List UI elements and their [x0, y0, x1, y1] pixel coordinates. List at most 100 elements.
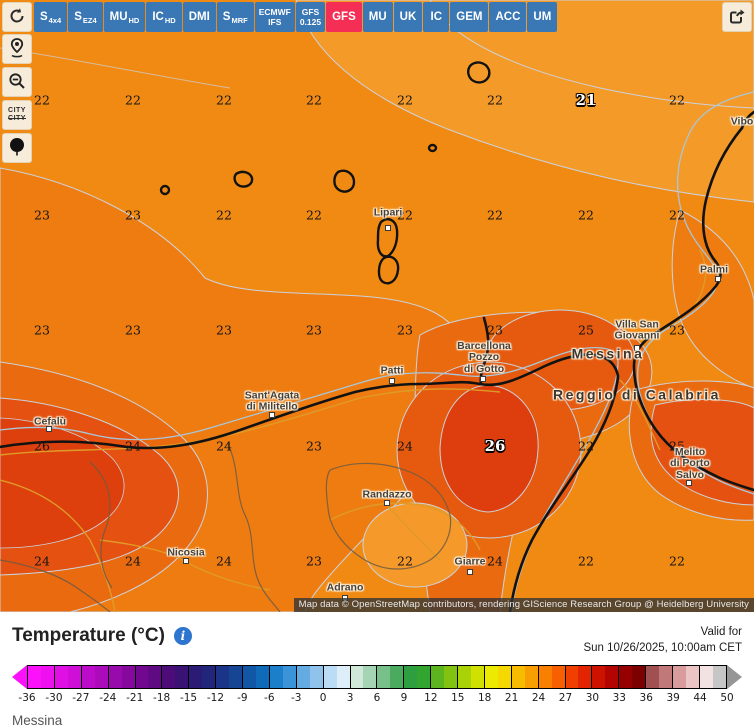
color-scale-cell	[363, 666, 377, 689]
scale-tick-label: 36	[639, 692, 653, 705]
city-marker	[389, 378, 395, 384]
temp-value: 23	[306, 553, 322, 569]
footer-location: Messina	[12, 713, 63, 728]
scale-tick-label: 33	[612, 692, 626, 705]
scale-tick-label: 50	[720, 692, 734, 705]
color-scale-cell	[28, 666, 41, 689]
refresh-icon	[8, 7, 26, 28]
city-labels-icon: CITY CITY	[8, 106, 26, 122]
color-scale-cell	[605, 666, 619, 689]
scale-tick-label: 18	[478, 692, 492, 705]
model-button-gem[interactable]: GEM	[450, 2, 489, 32]
map-basemap	[0, 0, 754, 612]
color-scale-cell	[510, 666, 525, 689]
temp-value: 22	[397, 207, 413, 223]
valid-time-block: Valid for Sun 10/26/2025, 10:00am CET	[583, 625, 742, 656]
city-label: Palmi	[699, 263, 729, 276]
model-button-ic[interactable]: IC	[423, 2, 450, 32]
scale-tick-label: 12	[424, 692, 438, 705]
coastlines	[0, 91, 754, 612]
valid-for-label: Valid for	[700, 626, 742, 638]
model-button-acc[interactable]: ACC	[489, 2, 527, 32]
zoom-out-button[interactable]	[2, 67, 32, 97]
model-button-um[interactable]: UM	[527, 2, 558, 32]
color-scale-cell	[349, 666, 364, 689]
city-marker	[686, 480, 692, 486]
city-marker	[269, 412, 275, 418]
marker-button[interactable]	[2, 133, 32, 163]
share-button[interactable]	[722, 2, 752, 32]
temp-value: 22	[306, 92, 322, 108]
model-button-gfs[interactable]: GFS	[326, 2, 362, 32]
scale-tick-label: 21	[504, 692, 519, 705]
temp-value: 23	[125, 207, 141, 223]
color-scale-cell	[215, 666, 230, 689]
color-scale-cell	[430, 666, 445, 689]
color-scale-cell	[121, 666, 135, 689]
color-scale-cell	[470, 666, 484, 689]
model-button-muhd[interactable]: MU HD	[103, 2, 146, 32]
color-scale-cell	[336, 666, 350, 689]
scale-tick-label: -3	[290, 692, 302, 705]
scale-arrow-right	[727, 665, 742, 690]
share-icon	[728, 7, 746, 28]
model-button-s4x4[interactable]: S 4x4	[34, 2, 68, 32]
city-label: Messina	[571, 345, 645, 362]
temp-value: 25	[578, 322, 594, 338]
locate-button[interactable]	[2, 34, 32, 64]
scale-tick-label: 24	[531, 692, 546, 705]
model-button-sez4[interactable]: S EZ4	[68, 2, 103, 32]
legend-header: Temperature (°C) i Valid for Sun 10/26/2…	[12, 625, 742, 656]
city-label: Cefalù	[33, 415, 67, 428]
info-button[interactable]: i	[173, 627, 192, 645]
model-button-gfs-0125[interactable]: GFS 0.125	[295, 2, 326, 32]
city-marker	[385, 225, 391, 231]
color-scale-cell	[537, 666, 552, 689]
color-scale-cell	[148, 666, 162, 689]
color-scale-cell	[497, 666, 511, 689]
color-scale-cell	[712, 666, 726, 689]
temp-value: 21	[575, 91, 597, 109]
color-scale-cell	[524, 666, 538, 689]
color-scale-cell	[417, 666, 431, 689]
model-button-smrf[interactable]: S MRF	[216, 2, 254, 32]
city-label: Patti	[380, 364, 404, 377]
model-button-dmi[interactable]: DMI	[182, 2, 216, 32]
color-scale-cell	[457, 666, 471, 689]
temp-value: 22	[578, 207, 594, 223]
temp-value: 22	[578, 438, 594, 454]
location-pin-icon	[8, 37, 26, 61]
color-scale-cell	[161, 666, 176, 689]
city-label: Reggio di Calabria	[553, 386, 721, 403]
model-button-mu[interactable]: MU	[362, 2, 393, 32]
aeolian-islands	[159, 61, 491, 285]
scale-tick-label: 44	[693, 692, 707, 705]
color-scale-cell	[255, 666, 269, 689]
model-button-uk[interactable]: UK	[393, 2, 423, 32]
color-scale-cell	[376, 666, 391, 689]
scale-tick-label: -15	[179, 692, 198, 705]
model-button-ecmwf-ifs[interactable]: ECMWF IFS	[254, 2, 295, 32]
city-labels-toggle-button[interactable]: CITY CITY	[2, 100, 32, 130]
refresh-button[interactable]	[2, 2, 32, 32]
color-scale	[12, 665, 742, 690]
color-scale-cells	[27, 665, 727, 690]
balloon-marker-icon	[8, 137, 26, 160]
city-label: Vibo	[730, 115, 754, 128]
color-scale-cell	[551, 666, 565, 689]
color-scale-cell	[403, 666, 418, 689]
scale-tick-label: 15	[451, 692, 465, 705]
color-scale-cell	[229, 666, 242, 689]
temp-value: 22	[216, 207, 232, 223]
temp-value: 23	[487, 322, 503, 338]
temp-value: 22	[669, 207, 685, 223]
city-label: Adrano	[326, 581, 364, 594]
temp-value: 23	[216, 322, 232, 338]
temp-value: 24	[487, 553, 503, 569]
city-marker	[480, 376, 486, 382]
model-button-ichd[interactable]: IC HD	[146, 2, 182, 32]
info-icon: i	[180, 629, 186, 643]
weather-map[interactable]: 22 22 22 22 22 22 21 22 23 23 22 22 22 22 22 22 23 23 23 23…	[0, 0, 754, 612]
temp-value: 22	[669, 553, 685, 569]
